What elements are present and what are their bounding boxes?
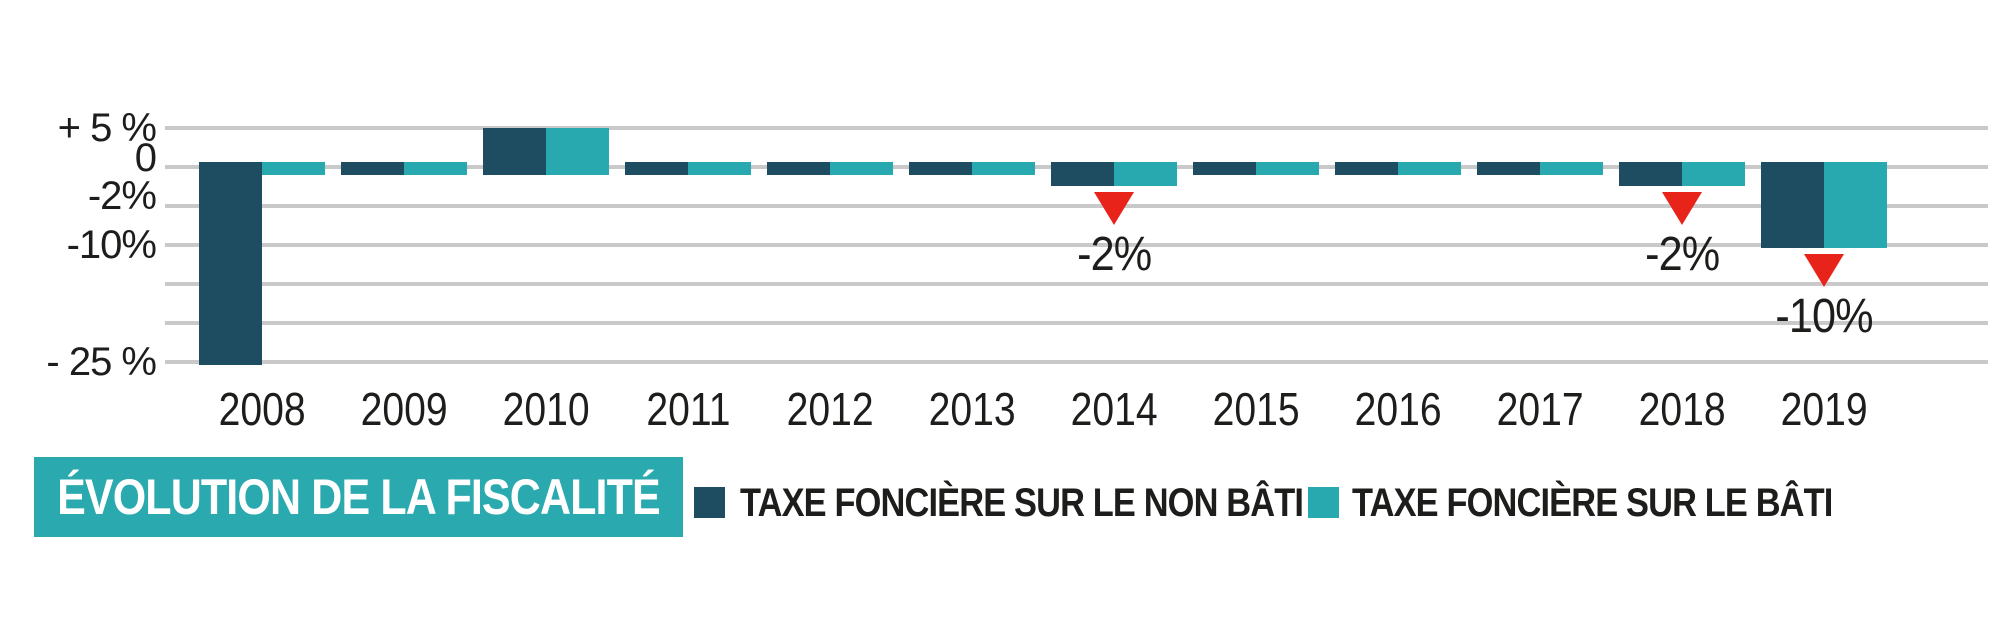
bar-2015-bati [1256, 162, 1319, 175]
year-label: 2015 [1176, 384, 1336, 434]
bar-2016-non-bati [1335, 162, 1398, 175]
chart-title: ÉVOLUTION DE LA FISCALITÉ [57, 469, 661, 525]
gridline [165, 204, 1988, 208]
gridline [165, 360, 1988, 364]
year-label: 2014 [1034, 384, 1194, 434]
bar-2019-bati [1824, 162, 1887, 248]
gridline [165, 126, 1988, 130]
bar-2013-non-bati [909, 162, 972, 175]
year-label: 2012 [750, 384, 910, 434]
bar-2018-non-bati [1619, 162, 1682, 186]
annotation-arrow-icon [1662, 191, 1702, 225]
bar-2008-non-bati [199, 162, 262, 365]
gridline [165, 321, 1988, 325]
annotation-arrow-icon [1804, 254, 1844, 287]
legend-swatch-bati [1308, 487, 1339, 518]
annotation-label: -10% [1674, 290, 1974, 344]
legend-label-bati: TAXE FONCIÈRE SUR LE BÂTI [1352, 481, 1833, 525]
bar-2011-non-bati [625, 162, 688, 175]
y-axis-tick-label: - 25 % [46, 340, 157, 384]
gridline [165, 243, 1988, 247]
bar-2009-bati [404, 162, 467, 175]
bar-2019-non-bati [1761, 162, 1824, 248]
bar-2014-bati [1114, 162, 1177, 186]
legend-swatch-non-bati [694, 487, 725, 518]
annotation-arrow-icon [1094, 191, 1134, 225]
annotation-label-text: -10% [1775, 290, 1873, 343]
bar-2010-bati [546, 128, 609, 175]
y-axis-tick-label: -2% [87, 173, 157, 218]
annotation-label-text: -2% [1076, 227, 1152, 281]
year-label-text: 2019 [1780, 383, 1868, 435]
year-label-text: 2009 [360, 383, 448, 435]
year-label-text: 2012 [786, 383, 874, 435]
annotation-label-text: -2% [1644, 227, 1720, 281]
annotation-label: -2% [964, 228, 1264, 282]
y-axis-tick-label: -10% [66, 223, 157, 267]
gridline [165, 282, 1988, 286]
year-label-text: 2010 [502, 383, 590, 435]
bar-2013-bati [972, 162, 1035, 175]
bar-2016-bati [1398, 162, 1461, 175]
year-label-text: 2014 [1070, 383, 1158, 435]
year-label: 2008 [182, 384, 342, 434]
bar-2012-non-bati [767, 162, 830, 175]
year-label-text: 2018 [1638, 383, 1726, 435]
year-label: 2019 [1744, 384, 1904, 434]
bar-2010-non-bati [483, 128, 546, 175]
bar-2015-non-bati [1193, 162, 1256, 175]
year-label-text: 2016 [1354, 383, 1442, 435]
year-label: 2009 [324, 384, 484, 434]
annotation-label: -2% [1532, 228, 1832, 282]
bar-2008-bati [262, 162, 325, 175]
year-label: 2017 [1460, 384, 1620, 434]
year-label-text: 2008 [218, 383, 306, 435]
bar-2014-non-bati [1051, 162, 1114, 186]
bar-2018-bati [1682, 162, 1745, 186]
year-label-text: 2011 [645, 383, 731, 435]
year-label: 2010 [466, 384, 626, 434]
bar-2017-non-bati [1477, 162, 1540, 175]
y-axis-tick-label: 0 [134, 136, 157, 180]
year-label: 2018 [1602, 384, 1762, 434]
year-label-text: 2015 [1212, 383, 1300, 435]
bar-2011-bati [688, 162, 751, 175]
bar-2012-bati [830, 162, 893, 175]
year-label-text: 2017 [1496, 383, 1584, 435]
bar-2017-bati [1540, 162, 1603, 175]
year-label: 2011 [608, 384, 768, 434]
y-axis-tick-label: + 5 % [57, 106, 157, 150]
year-label: 2016 [1318, 384, 1478, 434]
year-label-text: 2013 [928, 383, 1016, 435]
chart-title-box: ÉVOLUTION DE LA FISCALITÉ [34, 457, 683, 537]
year-label: 2013 [892, 384, 1052, 434]
legend-label-non-bati: TAXE FONCIÈRE SUR LE NON BÂTI [740, 481, 1304, 525]
bar-2009-non-bati [341, 162, 404, 175]
